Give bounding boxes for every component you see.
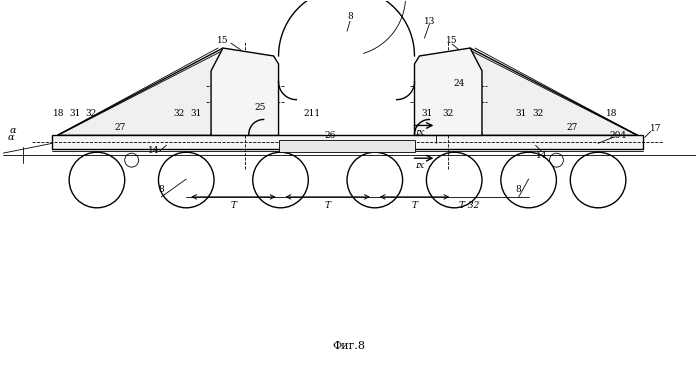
Ellipse shape — [159, 152, 214, 208]
Polygon shape — [211, 48, 278, 135]
Text: T: T — [231, 201, 236, 210]
Text: α: α — [9, 126, 16, 135]
Text: 15: 15 — [447, 36, 458, 45]
Polygon shape — [470, 48, 637, 135]
Text: 14: 14 — [535, 151, 547, 160]
Ellipse shape — [91, 137, 103, 148]
Text: 27: 27 — [114, 123, 125, 132]
Ellipse shape — [570, 152, 626, 208]
Text: 24: 24 — [454, 79, 465, 88]
Ellipse shape — [96, 141, 99, 144]
Text: 31: 31 — [421, 109, 433, 118]
Text: 32: 32 — [173, 109, 185, 118]
Text: IX: IX — [415, 129, 424, 137]
Text: 14: 14 — [147, 146, 159, 155]
Ellipse shape — [523, 137, 535, 148]
Bar — [52, 135, 643, 149]
Text: 26: 26 — [324, 131, 336, 140]
Text: T: T — [412, 201, 417, 210]
Ellipse shape — [180, 137, 192, 148]
Ellipse shape — [124, 153, 138, 167]
Text: 18: 18 — [52, 109, 64, 118]
Polygon shape — [57, 48, 223, 135]
Text: T 32: T 32 — [459, 201, 480, 210]
Text: 13: 13 — [424, 17, 435, 26]
Ellipse shape — [185, 141, 188, 144]
Ellipse shape — [592, 137, 604, 148]
Text: 32: 32 — [85, 109, 96, 118]
Text: 31: 31 — [191, 109, 202, 118]
Ellipse shape — [527, 141, 530, 144]
Polygon shape — [415, 48, 482, 135]
Ellipse shape — [369, 137, 381, 148]
Text: Фиг.8: Фиг.8 — [333, 341, 366, 351]
Text: 211: 211 — [304, 109, 321, 118]
Ellipse shape — [373, 141, 376, 144]
Text: 15: 15 — [217, 36, 229, 45]
Text: 8: 8 — [159, 185, 164, 195]
Ellipse shape — [347, 152, 403, 208]
Text: 32: 32 — [532, 109, 543, 118]
Ellipse shape — [279, 141, 282, 144]
Ellipse shape — [424, 64, 472, 118]
Text: 31: 31 — [69, 109, 81, 118]
Text: 18: 18 — [606, 109, 618, 118]
Ellipse shape — [597, 141, 600, 144]
Bar — [278, 140, 415, 152]
Text: 32: 32 — [442, 109, 454, 118]
Ellipse shape — [253, 152, 308, 208]
Text: T: T — [324, 201, 331, 210]
Ellipse shape — [448, 137, 460, 148]
Text: IX: IX — [415, 162, 424, 170]
Text: 204: 204 — [610, 131, 626, 140]
Text: 8: 8 — [516, 185, 521, 195]
Text: α: α — [7, 133, 14, 142]
Ellipse shape — [275, 137, 287, 148]
Text: 17: 17 — [650, 124, 661, 133]
Text: 8: 8 — [347, 12, 353, 21]
Text: 27: 27 — [567, 123, 578, 132]
Ellipse shape — [453, 141, 456, 144]
Ellipse shape — [426, 152, 482, 208]
Ellipse shape — [501, 152, 556, 208]
Text: 31: 31 — [515, 109, 526, 118]
Text: 25: 25 — [255, 103, 266, 112]
Ellipse shape — [549, 153, 563, 167]
Ellipse shape — [221, 64, 268, 118]
Ellipse shape — [69, 152, 124, 208]
